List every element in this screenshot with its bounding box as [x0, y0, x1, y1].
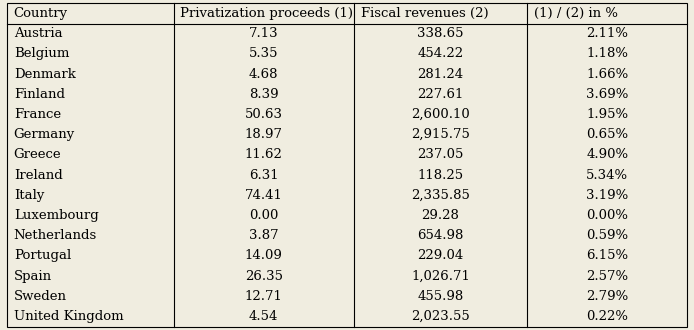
Text: 1.95%: 1.95% — [586, 108, 628, 121]
Text: 26.35: 26.35 — [245, 270, 282, 283]
Text: 8.39: 8.39 — [249, 88, 278, 101]
Text: 3.69%: 3.69% — [586, 88, 628, 101]
Text: 50.63: 50.63 — [245, 108, 282, 121]
Text: 11.62: 11.62 — [245, 148, 282, 161]
Text: 2,915.75: 2,915.75 — [411, 128, 470, 141]
Text: 338.65: 338.65 — [417, 27, 464, 40]
Text: 654.98: 654.98 — [417, 229, 464, 242]
Text: 237.05: 237.05 — [417, 148, 464, 161]
Text: 0.65%: 0.65% — [586, 128, 628, 141]
Text: 0.59%: 0.59% — [586, 229, 628, 242]
Text: 1.18%: 1.18% — [586, 47, 628, 60]
Text: Portugal: Portugal — [14, 249, 71, 262]
Text: Privatization proceeds (1): Privatization proceeds (1) — [180, 7, 353, 20]
Text: 2.57%: 2.57% — [586, 270, 628, 283]
Text: 4.90%: 4.90% — [586, 148, 628, 161]
Text: 454.22: 454.22 — [418, 47, 464, 60]
Text: Austria: Austria — [14, 27, 62, 40]
Text: Netherlands: Netherlands — [14, 229, 97, 242]
Text: France: France — [14, 108, 61, 121]
Text: Sweden: Sweden — [14, 290, 67, 303]
Text: 4.54: 4.54 — [249, 310, 278, 323]
Text: Belgium: Belgium — [14, 47, 69, 60]
Text: Greece: Greece — [14, 148, 61, 161]
Text: Fiscal revenues (2): Fiscal revenues (2) — [361, 7, 488, 20]
Text: Ireland: Ireland — [14, 169, 62, 182]
Text: 29.28: 29.28 — [421, 209, 459, 222]
Text: 2,023.55: 2,023.55 — [411, 310, 470, 323]
Text: 0.00: 0.00 — [249, 209, 278, 222]
Text: Country: Country — [14, 7, 68, 20]
Text: United Kingdom: United Kingdom — [14, 310, 124, 323]
Text: 455.98: 455.98 — [417, 290, 464, 303]
Text: 7.13: 7.13 — [249, 27, 278, 40]
Text: 6.15%: 6.15% — [586, 249, 628, 262]
Text: 2,335.85: 2,335.85 — [411, 189, 470, 202]
Text: 229.04: 229.04 — [417, 249, 464, 262]
Text: 2,600.10: 2,600.10 — [411, 108, 470, 121]
Text: (1) / (2) in %: (1) / (2) in % — [534, 7, 618, 20]
Text: 1,026.71: 1,026.71 — [411, 270, 470, 283]
Text: 5.35: 5.35 — [249, 47, 278, 60]
Text: 0.22%: 0.22% — [586, 310, 628, 323]
Text: 4.68: 4.68 — [249, 68, 278, 81]
Text: 14.09: 14.09 — [245, 249, 282, 262]
Text: 118.25: 118.25 — [418, 169, 464, 182]
Text: 0.00%: 0.00% — [586, 209, 628, 222]
Text: 18.97: 18.97 — [245, 128, 282, 141]
Text: 3.19%: 3.19% — [586, 189, 628, 202]
Text: Italy: Italy — [14, 189, 44, 202]
Text: 3.87: 3.87 — [249, 229, 278, 242]
Text: 12.71: 12.71 — [245, 290, 282, 303]
Text: Spain: Spain — [14, 270, 52, 283]
Text: 227.61: 227.61 — [417, 88, 464, 101]
Text: Luxembourg: Luxembourg — [14, 209, 99, 222]
Text: Denmark: Denmark — [14, 68, 76, 81]
Text: 2.11%: 2.11% — [586, 27, 628, 40]
Text: Germany: Germany — [14, 128, 75, 141]
Text: 281.24: 281.24 — [418, 68, 464, 81]
Text: 1.66%: 1.66% — [586, 68, 628, 81]
Text: 2.79%: 2.79% — [586, 290, 628, 303]
Text: Finland: Finland — [14, 88, 65, 101]
Text: 5.34%: 5.34% — [586, 169, 628, 182]
Text: 6.31: 6.31 — [249, 169, 278, 182]
Text: 74.41: 74.41 — [245, 189, 282, 202]
